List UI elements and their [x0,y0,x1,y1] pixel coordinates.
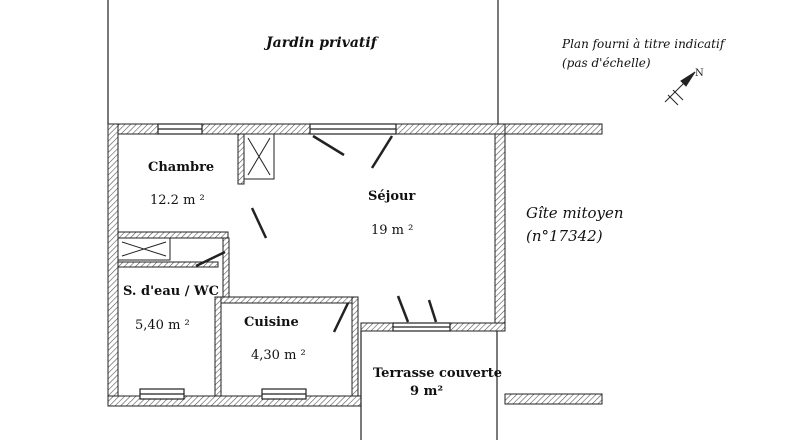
room-sejour-area: 19 m ² [371,223,414,238]
room-sejour-name: Séjour [368,189,416,204]
note-line-2: (pas d'échelle) [562,56,651,70]
room-cuisine-name: Cuisine [244,315,299,330]
room-cuisine-area: 4,30 m ² [251,348,306,363]
room-terrasse-name: Terrasse couverte [373,366,502,381]
room-terrasse-area: 9 m² [410,384,444,399]
door-swings [195,134,438,333]
room-sdeau-name: S. d'eau / WC [123,284,219,299]
north-arrow-icon: N [664,68,704,106]
room-chambre-name: Chambre [148,160,215,175]
compass-letter: N [695,68,704,79]
terrasse-outline [360,331,498,440]
note-line-1: Plan fourni à titre indicatif [562,37,725,51]
windows [139,123,451,400]
gite-label-line-1: Gîte mitoyen [526,204,624,222]
room-sdeau-area: 5,40 m ² [135,318,190,333]
room-chambre-area: 12.2 m ² [150,193,205,208]
gite-label-line-2: (n°17342) [526,227,603,245]
garden-boundary [107,0,499,124]
jardin-label: Jardin privatif [266,35,377,51]
